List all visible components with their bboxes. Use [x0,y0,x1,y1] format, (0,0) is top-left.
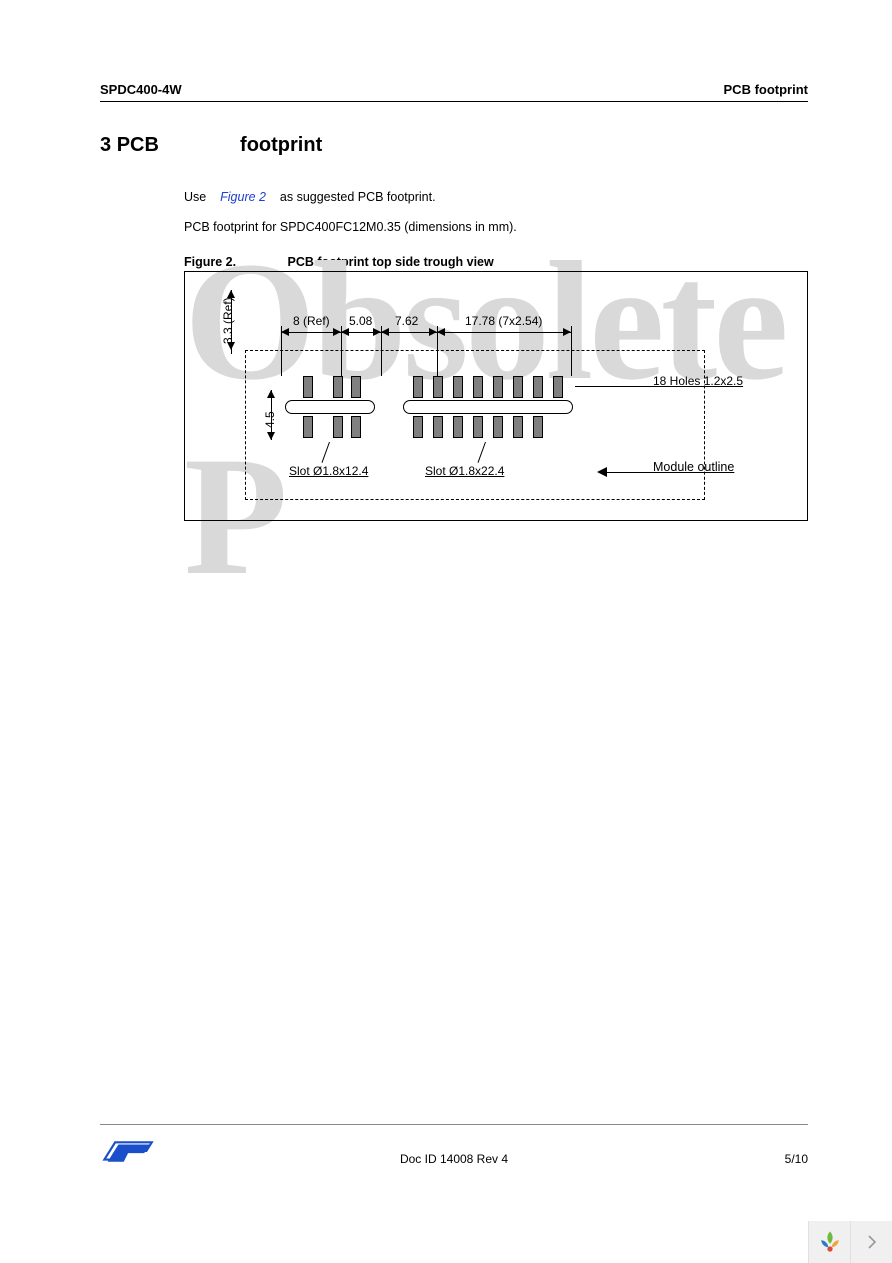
pad [453,376,463,398]
pad [493,416,503,438]
footer-docid: Doc ID 14008 Rev 4 [400,1152,508,1166]
pad [333,416,343,438]
viewer-toolbar [808,1221,892,1263]
label-holes: 18 Holes 1.2x2.5 [653,374,743,388]
intro-use: Use [184,190,206,204]
pad [473,416,483,438]
pad [413,416,423,438]
footer-page: 5/10 [785,1152,808,1166]
pad [453,416,463,438]
app-logo-button[interactable] [808,1221,850,1263]
section-heading: 3 PCB footprint [100,134,848,157]
pad [493,376,503,398]
pad [303,416,313,438]
pad [513,376,523,398]
figure-title: PCB footprint top side trough view [287,255,493,269]
pad [333,376,343,398]
slot-2 [403,400,573,414]
pad [303,376,313,398]
intro-tail: as suggested PCB footprint. [280,190,436,204]
section-number: 3 [100,134,111,156]
page: Obsolete P SPDC400-4W PCB footprint 3 PC… [44,24,848,1184]
pad [533,416,543,438]
pad [473,376,483,398]
dim-v-arrows [225,290,237,354]
section-title-a: PCB [117,134,159,156]
figure-number: Figure 2. [184,255,284,269]
label-module-outline: Module outline [653,460,734,474]
section-title-b: footprint [240,134,322,156]
pad [533,376,543,398]
dim-arrows [281,326,581,338]
pad [513,416,523,438]
figure-box: 3.3 (Ref) 4.5 8 (Ref) 5.08 7.62 17.78 (7… [184,271,808,521]
label-slot1: Slot Ø1.8x12.4 [289,464,368,478]
pad [433,416,443,438]
callout-line [605,472,653,473]
pad [413,376,423,398]
header-left: SPDC400-4W [100,82,182,97]
slot-1 [285,400,375,414]
label-slot2: Slot Ø1.8x22.4 [425,464,504,478]
figure-caption: Figure 2. PCB footprint top side trough … [184,255,808,269]
callout-line [575,386,653,387]
chevron-right-icon [867,1235,877,1249]
page-footer: Doc ID 14008 Rev 4 5/10 [100,1124,808,1166]
dim-v-arrows-45 [265,390,277,440]
header-right: PCB footprint [724,82,808,97]
pad [553,376,563,398]
intro-line-1: Use Figure 2 as suggested PCB footprint. [184,187,808,207]
arrow-icon [597,466,609,478]
page-header: SPDC400-4W PCB footprint [100,24,808,102]
next-page-button[interactable] [850,1221,892,1263]
intro-line-2: PCB footprint for SPDC400FC12M0.35 (dime… [184,217,808,237]
st-logo-icon [100,1138,154,1166]
pad [351,376,361,398]
pad [433,376,443,398]
pad [351,416,361,438]
figure-link[interactable]: Figure 2 [220,190,266,204]
